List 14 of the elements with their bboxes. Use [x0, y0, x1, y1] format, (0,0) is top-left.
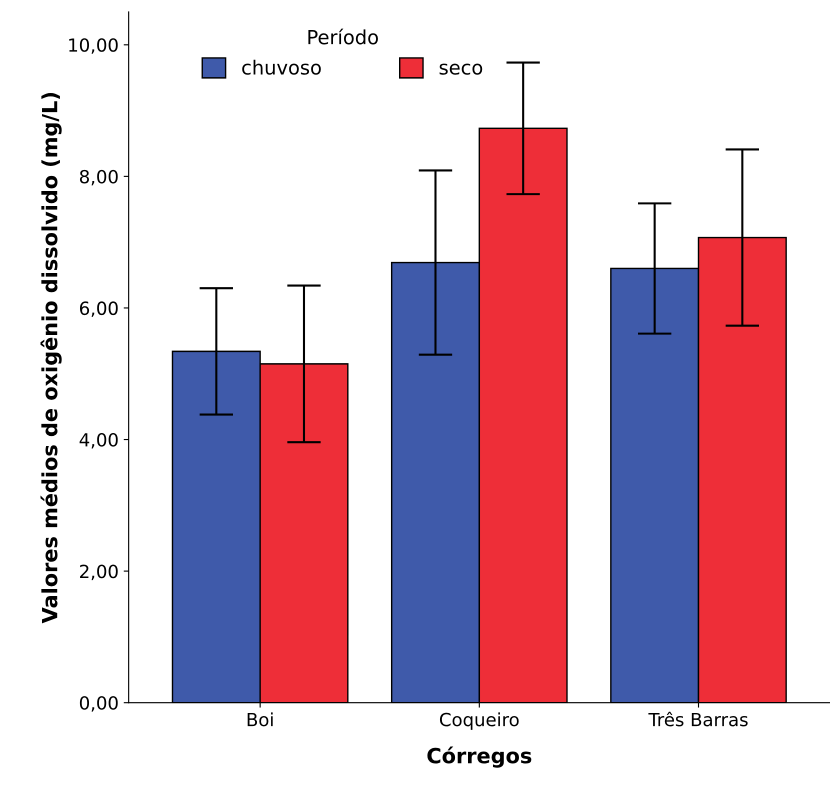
x-axis-title: Córregos: [427, 746, 532, 768]
x-tick-label: Três Barras: [648, 712, 748, 726]
y-axis-title: Valores médios de oxigênio dissolvido (mg/L): [40, 92, 62, 624]
y-tick-label: 2,00: [80, 564, 118, 580]
x-tick-label: Boi: [248, 712, 273, 726]
y-tick-label: 0,00: [80, 696, 118, 712]
legend-label: seco: [440, 64, 482, 75]
x-tick-label: Coqueiro: [440, 712, 519, 730]
legend-title: Período: [308, 28, 378, 44]
legend-label: chuvoso: [242, 60, 321, 75]
y-tick-label: 4,00: [80, 432, 118, 448]
y-tick-label: 8,00: [80, 170, 118, 186]
y-tick-label: 10,00: [69, 38, 118, 54]
y-tick-label: 6,00: [80, 301, 118, 317]
